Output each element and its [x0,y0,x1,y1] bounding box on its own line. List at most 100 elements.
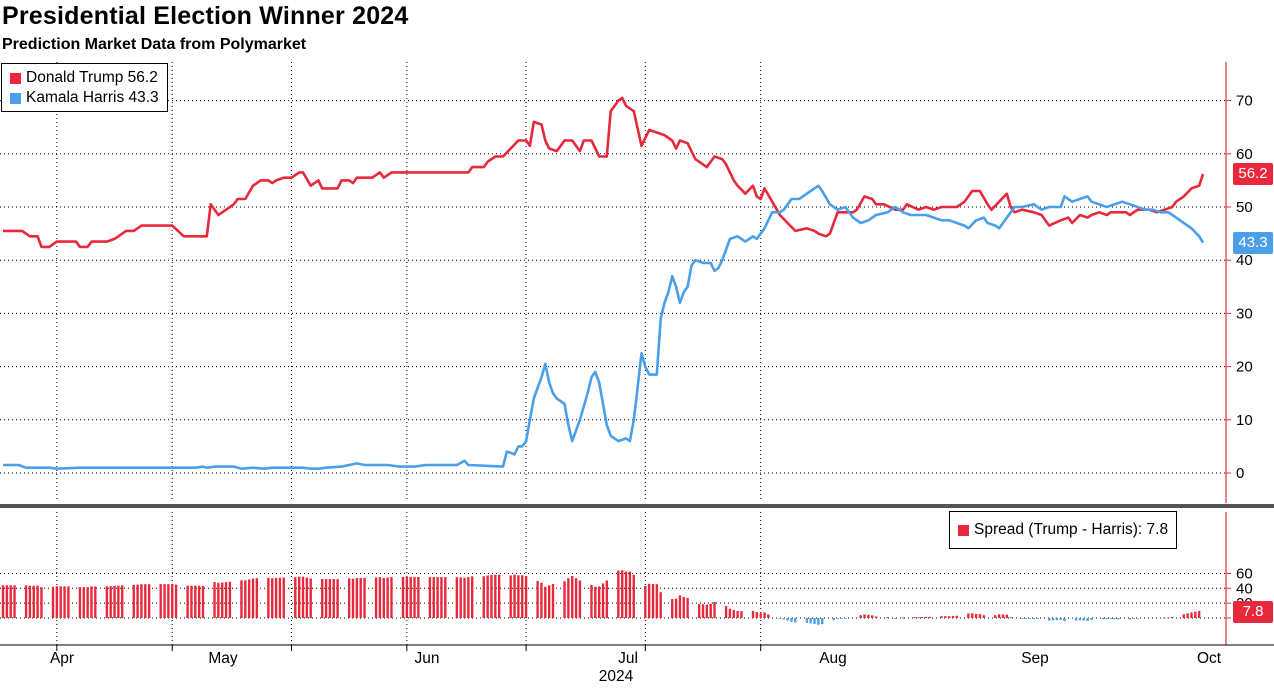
spread-bar [417,576,420,618]
spread-ytick-label: 60 [1236,565,1253,582]
spread-bar [390,577,393,618]
spread-bar [1190,612,1193,618]
spread-legend: Spread (Trump - Harris): 7.8 [949,511,1178,549]
spread-bar [859,615,862,618]
spread-bar [163,584,166,618]
spread-bar [301,576,305,618]
spread-bar [274,577,278,618]
spread-bar [732,610,735,618]
spread-bar [255,578,259,618]
spread-bar [436,577,439,618]
spread-bar [1136,618,1139,619]
spread-bar [705,604,709,618]
spread-bar [540,582,543,618]
spread-bar [13,585,16,618]
spread-bar [1171,616,1174,618]
spread-last-value-tag: 7.8 [1233,601,1273,623]
spread-bar [624,571,628,618]
spread-bar [59,586,62,618]
tick-labels: 0102030405060700204060AprMayJunJulAugSep… [50,93,1253,685]
spread-bar [171,584,174,618]
spread-bar [1059,618,1062,620]
spread-bar [832,618,835,621]
legend-label-harris: Kamala Harris 43.3 [26,89,159,106]
spread-bar [324,578,328,618]
spread-bar [67,586,70,618]
spread-bar [1021,618,1024,619]
spread-bar [213,582,216,618]
spread-bar [251,578,255,618]
spread-bar [759,613,762,618]
spread-bar [413,576,416,618]
chart-title: Presidential Election Winner 2024 [2,2,409,30]
spread-bar [405,576,409,618]
spread-bar [1082,618,1085,621]
spread-bar [751,610,755,618]
spread-bar [121,585,124,618]
spread-bar [463,577,466,618]
spread-bar [240,580,243,618]
spread-bar [113,586,116,618]
spread-bar [105,586,109,618]
spread-bar [409,576,412,618]
spread-bar [305,577,309,618]
spread-bar [682,597,685,618]
spread-bar [194,585,197,618]
spread-bar [201,585,205,618]
spread-bar [809,618,812,624]
spread-bar [5,585,9,618]
spread-bar [455,577,459,618]
spread-bar [536,581,539,618]
spread-bar [951,615,955,618]
spread-bar [1009,617,1012,619]
main-ytick-label: 70 [1236,93,1253,110]
spread-bar [571,576,574,618]
spread-bar [844,618,847,619]
spread-bar [28,585,32,618]
spread-bar [1086,618,1089,621]
spread-bar [794,618,797,623]
spread-bar [840,618,843,619]
spread-bar [1101,618,1105,620]
spread-bar [351,578,355,618]
spread-bar [494,574,497,618]
spread-bar [82,587,85,618]
spread-bars [1,570,1201,625]
spread-bar [1090,618,1093,620]
year-label: 2024 [599,668,634,685]
spread-bar [517,575,520,618]
main-ytick-label: 40 [1236,252,1253,269]
spread-bar [1078,618,1082,621]
spread-bar [1117,618,1120,620]
spread-bar [294,577,297,618]
spread-bar [982,615,985,618]
spread-bar [86,587,89,618]
spread-bar [24,585,28,618]
legend-item-harris: Kamala Harris 43.3 [10,88,159,108]
spread-bar [632,574,635,618]
spread-bar [428,577,432,618]
spread-bar [167,584,170,618]
spread-bar [467,577,470,618]
spread-bar [767,614,770,618]
spread-bar [886,617,889,618]
spread-bar [309,578,312,618]
spread-bar [778,618,782,619]
spread-bar [659,592,662,618]
spread-bar [590,584,593,618]
xtick-label: Jul [618,650,638,667]
spread-bar [486,575,489,618]
spread-bar [928,616,932,618]
spread-bar [544,586,547,618]
spread-bar [713,602,716,618]
xtick-label: Oct [1197,650,1222,667]
spread-bar [51,586,55,618]
spread-bar [924,616,928,618]
trump-line [3,96,1205,249]
spread-bar [132,584,135,618]
spread-bar [40,587,43,618]
spread-bar [328,579,332,618]
spread-bar [701,604,705,618]
chart-subtitle: Prediction Market Data from Polymarket [2,36,307,53]
harris-swatch [10,92,21,104]
